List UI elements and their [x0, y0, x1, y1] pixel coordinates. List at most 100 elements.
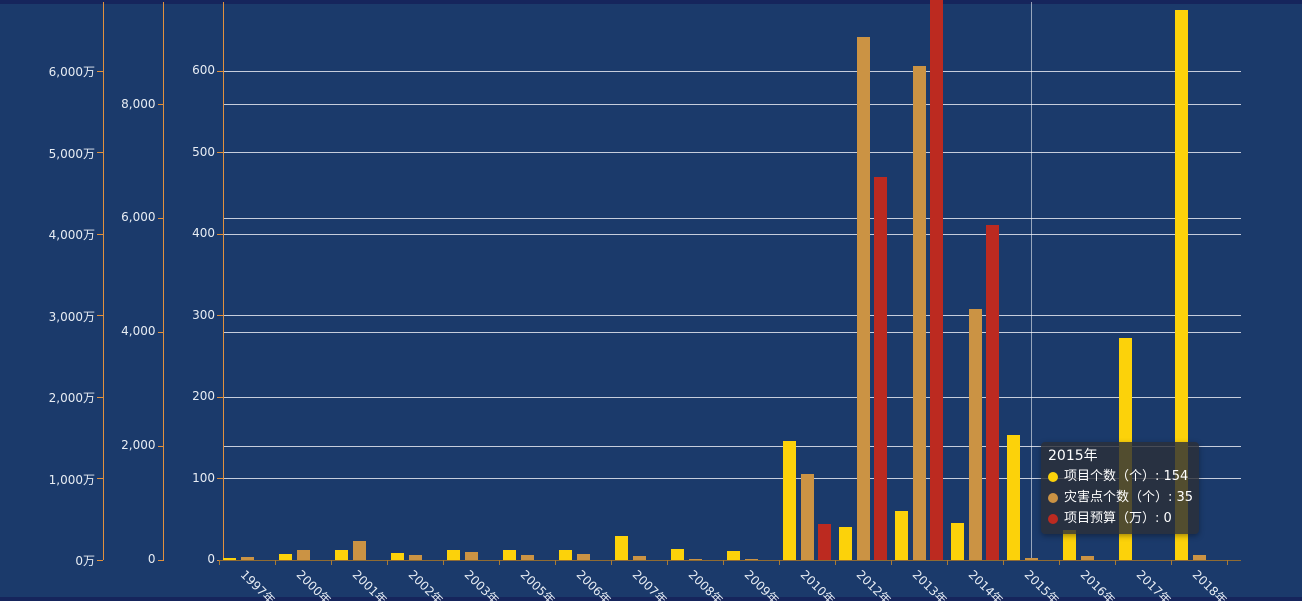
bar-projects-2012[interactable] [839, 527, 852, 560]
y-axis-label: 200 [192, 389, 215, 404]
y-axis-label: 4,000万 [48, 228, 95, 243]
x-axis-label: 2015年 [1021, 567, 1062, 601]
grid-line [223, 331, 1241, 333]
x-axis-tick [1003, 560, 1004, 565]
bar-projects-2016[interactable] [1063, 529, 1076, 560]
x-axis-tick [555, 560, 556, 565]
bar-disaster-points-2018[interactable] [1192, 554, 1206, 560]
y-axis-tick [157, 217, 164, 219]
bar-disaster-points-2009[interactable] [744, 559, 758, 560]
bottom-edge-strip [0, 597, 1302, 601]
x-axis-label: 2013年 [909, 567, 950, 601]
bar-projects-2002[interactable] [391, 552, 404, 560]
y-axis-tick [217, 478, 223, 480]
y-axis-tick [97, 152, 103, 154]
x-axis-tick [1115, 560, 1116, 565]
y-axis-label: 6,000 [121, 210, 156, 225]
bar-disaster-points-2016[interactable] [1080, 556, 1094, 560]
bar-disaster-points-2007[interactable] [632, 556, 646, 560]
x-axis-tick [947, 560, 948, 565]
bar-budget-2013[interactable] [930, 0, 943, 560]
y-axis-tick [97, 559, 103, 561]
y-axis-label: 2,000 [121, 438, 156, 453]
bar-projects-2014[interactable] [951, 523, 964, 560]
x-axis-label: 2005年 [517, 567, 558, 601]
bar-projects-2010[interactable] [783, 441, 796, 560]
y-axis-label: 400 [192, 226, 215, 241]
y-axis-label: 0万 [75, 554, 95, 568]
bar-disaster-points-2000[interactable] [296, 549, 310, 560]
bar-projects-2007[interactable] [615, 535, 628, 560]
bar-budget-2010[interactable] [818, 523, 831, 560]
y-axis-label: 2,000万 [48, 391, 95, 406]
bar-disaster-points-2014[interactable] [968, 308, 982, 560]
bar-disaster-points-2003[interactable] [464, 552, 478, 560]
grid-line [223, 217, 1241, 219]
x-axis-tick [835, 560, 836, 565]
bar-projects-2001[interactable] [335, 550, 348, 560]
bar-projects-1997[interactable] [223, 558, 236, 560]
top-edge-strip [0, 0, 1302, 4]
x-axis-tick [331, 560, 332, 565]
y-axis-label: 500 [192, 144, 215, 159]
bar-disaster-points-1997[interactable] [240, 556, 254, 560]
tooltip-row-text: 项目预算（万）: 0 [1064, 511, 1172, 526]
y-axis-tick [217, 233, 223, 235]
tooltip-title: 2015年 [1048, 448, 1098, 464]
y-axis-label: 1,000万 [48, 472, 95, 487]
bar-disaster-points-2008[interactable] [688, 558, 702, 560]
bar-projects-2008[interactable] [671, 549, 684, 560]
tooltip-row: 项目预算（万）: 0 [1048, 508, 1193, 529]
tooltip-marker-dot [1048, 513, 1058, 524]
bar-disaster-points-2002[interactable] [408, 554, 422, 560]
bar-disaster-points-2001[interactable] [352, 540, 366, 560]
bar-projects-2009[interactable] [727, 551, 740, 560]
bar-disaster-points-2010[interactable] [800, 474, 814, 560]
grid-line [223, 104, 1241, 106]
grid-line [223, 396, 1241, 398]
x-axis-label: 2009年 [741, 567, 782, 601]
x-axis-tick [499, 560, 500, 565]
bar-budget-2014[interactable] [986, 225, 999, 560]
tooltip-row: 项目个数（个）: 154 [1048, 466, 1193, 487]
x-axis-label: 2008年 [685, 567, 726, 601]
bar-disaster-points-2013[interactable] [912, 65, 926, 560]
y-axis-line-budget [102, 2, 104, 560]
x-axis-label: 2016年 [1077, 567, 1118, 601]
x-axis-tick [779, 560, 780, 565]
y-axis-label: 600 [192, 63, 215, 78]
bar-budget-2012[interactable] [874, 177, 887, 560]
bar-projects-2003[interactable] [447, 550, 460, 560]
bar-projects-2006[interactable] [559, 550, 572, 560]
grid-line [223, 233, 1241, 235]
tooltip-row-text: 灾害点个数（个）: 35 [1064, 490, 1194, 505]
bar-projects-2013[interactable] [895, 511, 908, 560]
grid-line [223, 315, 1241, 317]
y-axis-label: 100 [192, 470, 215, 485]
y-axis-tick [97, 70, 103, 72]
bar-projects-2015[interactable] [1007, 434, 1020, 560]
tooltip-row-text: 项目个数（个）: 154 [1064, 469, 1189, 484]
bar-projects-2018[interactable] [1175, 10, 1188, 560]
tooltip: 2015年 项目个数（个）: 154 灾害点个数（个）: 35 项目预算（万）:… [1041, 442, 1199, 534]
bar-disaster-points-2015[interactable] [1024, 558, 1038, 560]
bar-projects-2005[interactable] [503, 550, 516, 560]
axis-pointer-line [1031, 2, 1032, 560]
tooltip-marker-dot [1048, 492, 1058, 503]
bar-disaster-points-2012[interactable] [856, 36, 870, 560]
grid-line [223, 152, 1241, 154]
x-axis-tick [1059, 560, 1060, 565]
x-axis-tick [667, 560, 668, 565]
bar-disaster-points-2006[interactable] [576, 554, 590, 560]
y-axis-tick [217, 152, 223, 154]
y-axis-tick [217, 396, 223, 398]
y-axis-tick [97, 233, 103, 235]
x-axis-tick [443, 560, 444, 565]
y-axis-label: 0 [147, 552, 156, 566]
bar-disaster-points-2005[interactable] [520, 554, 534, 560]
bar-projects-2000[interactable] [279, 554, 292, 560]
x-axis-label: 2010年 [797, 567, 838, 601]
grid-line [223, 478, 1241, 480]
y-axis-tick [217, 315, 223, 317]
